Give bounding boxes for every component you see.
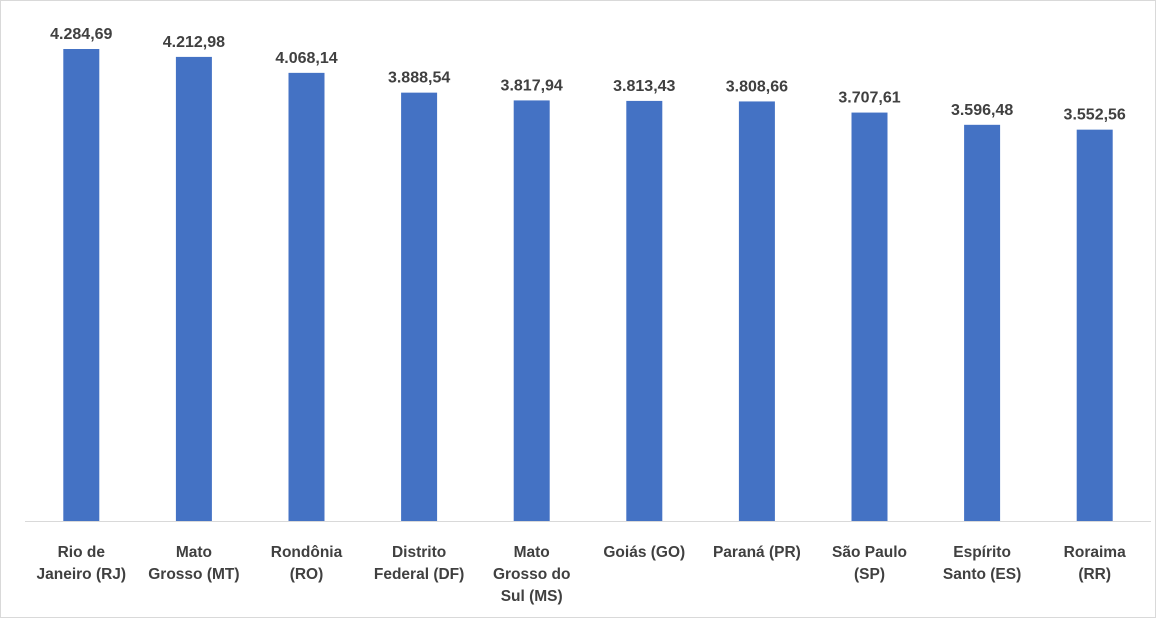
x-tick-label-line: Mato [514, 544, 550, 561]
x-tick-label-line: Sul (MS) [501, 588, 563, 605]
data-label-6: 3.808,66 [726, 78, 788, 95]
x-tick-label-line: Grosso (MT) [148, 566, 239, 583]
x-tick-label-line: Janeiro (RJ) [37, 566, 127, 583]
x-tick-label-6: Paraná (PR) [713, 544, 801, 561]
data-label-3: 3.888,54 [388, 70, 450, 87]
x-tick-label-line: Grosso do [493, 566, 571, 583]
x-tick-label-line: Rondônia [271, 544, 343, 561]
x-tick-label-line: (SP) [854, 566, 885, 583]
x-tick-label-line: Espírito [953, 544, 1011, 561]
x-tick-label-9: Roraima (RR) [1064, 544, 1126, 583]
x-tick-label-line: Federal (DF) [374, 566, 464, 583]
x-tick-label-line: Rio de [58, 544, 106, 561]
x-tick-label-8: Espírito Santo (ES) [943, 544, 1021, 583]
x-tick-label-7: São Paulo (SP) [832, 544, 907, 583]
data-label-5: 3.813,43 [613, 78, 675, 95]
data-label-4: 3.817,94 [501, 77, 563, 94]
data-label-2: 4.068,14 [275, 50, 337, 67]
x-tick-label-3: Distrito Federal (DF) [374, 544, 464, 583]
data-label-8: 3.596,48 [951, 102, 1013, 119]
x-tick-label-0: Rio de Janeiro (RJ) [37, 544, 127, 583]
bar-9 [1076, 129, 1113, 521]
x-tick-label-line: Santo (ES) [943, 566, 1021, 583]
x-tick-label-4: Mato Grosso do Sul (MS) [493, 544, 571, 605]
x-tick-label-line: (RR) [1078, 566, 1111, 583]
x-tick-label-line: Paraná (PR) [713, 544, 801, 561]
bar-2 [288, 72, 325, 522]
bar-8 [964, 124, 1001, 521]
data-label-7: 3.707,61 [838, 90, 900, 107]
bars-layer [63, 49, 1113, 522]
bar-0 [63, 49, 100, 521]
x-tick-label-line: Distrito [392, 544, 446, 561]
bar-1 [175, 56, 212, 522]
x-tick-label-1: Mato Grosso (MT) [148, 544, 239, 583]
data-label-1: 4.212,98 [163, 34, 225, 51]
data-label-0: 4.284,69 [50, 26, 112, 43]
data-label-9: 3.552,56 [1064, 107, 1126, 124]
x-tick-label-line: São Paulo [832, 544, 907, 561]
bar-4 [513, 100, 550, 522]
bar-7 [851, 112, 888, 521]
tick-labels-layer: Rio de Janeiro (RJ) Mato Grosso (MT) Rondôni… [37, 544, 1127, 605]
value-labels-layer: 4.284,69 4.212,98 4.068,14 3.888,54 3.817,94… [50, 26, 1126, 124]
bar-5 [626, 100, 663, 521]
bar-6 [738, 101, 775, 521]
bar-3 [401, 92, 438, 521]
x-tick-label-line: Goiás (GO) [603, 544, 685, 561]
x-tick-label-2: Rondônia (RO) [271, 544, 343, 583]
x-tick-label-5: Goiás (GO) [603, 544, 685, 561]
x-tick-label-line: (RO) [290, 566, 324, 583]
x-tick-label-line: Roraima [1064, 544, 1126, 561]
x-tick-label-line: Mato [176, 544, 212, 561]
